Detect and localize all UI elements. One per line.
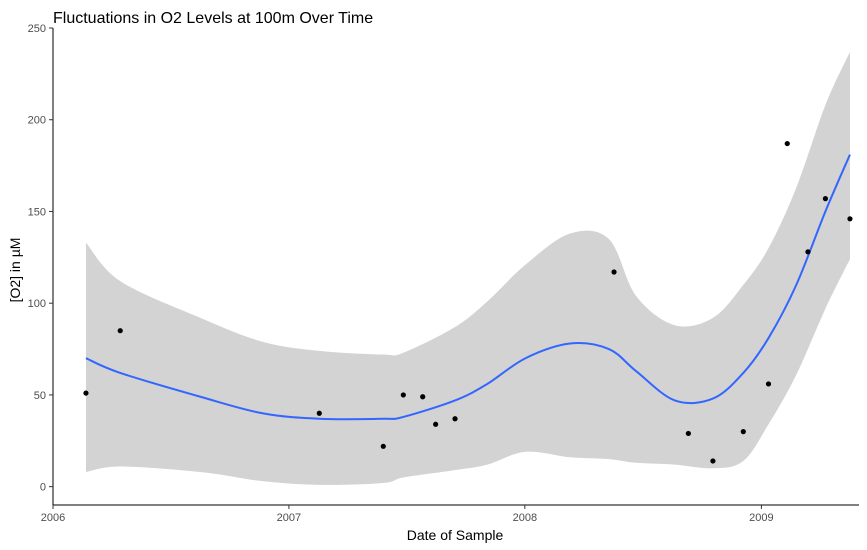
data-point — [380, 443, 386, 449]
y-axis-ticks: 0 50 100 150 200 250 — [28, 23, 53, 494]
data-point — [400, 392, 406, 398]
x-tick-label: 2006 — [41, 512, 65, 524]
data-point — [740, 429, 746, 435]
x-axis-title: Date of Sample — [407, 527, 504, 543]
y-tick-label: 0 — [40, 482, 46, 494]
data-point — [611, 269, 617, 275]
smooth-line-layer — [85, 154, 851, 421]
data-point — [847, 216, 853, 222]
data-point — [452, 416, 458, 422]
data-point — [784, 140, 790, 147]
data-point — [805, 249, 811, 255]
smooth-trend-line — [85, 154, 851, 421]
data-point — [420, 394, 426, 400]
x-tick-label: 2007 — [277, 512, 301, 524]
confidence-band — [85, 51, 850, 485]
data-point — [710, 458, 716, 464]
data-point — [83, 390, 89, 396]
x-tick-label: 2009 — [749, 512, 773, 524]
y-tick-label: 150 — [28, 206, 46, 218]
data-point — [765, 381, 772, 387]
data-point — [316, 410, 322, 416]
data-point — [685, 430, 691, 437]
y-tick-label: 250 — [28, 23, 46, 35]
x-tick-label: 2008 — [513, 512, 537, 524]
y-axis-title: [O2] in µM — [7, 238, 23, 303]
x-axis-ticks: 2006 2007 2008 2009 — [41, 505, 774, 524]
confidence-band-layer — [85, 51, 850, 485]
y-tick-label: 50 — [34, 390, 46, 402]
chart-title: Fluctuations in O2 Levels at 100m Over T… — [53, 10, 373, 27]
axes — [52, 28, 859, 506]
y-tick-label: 100 — [28, 298, 46, 310]
data-point — [117, 328, 123, 334]
y-tick-label: 200 — [28, 115, 46, 127]
data-point — [822, 196, 828, 202]
data-point — [433, 421, 439, 427]
data-points-layer — [83, 140, 853, 464]
